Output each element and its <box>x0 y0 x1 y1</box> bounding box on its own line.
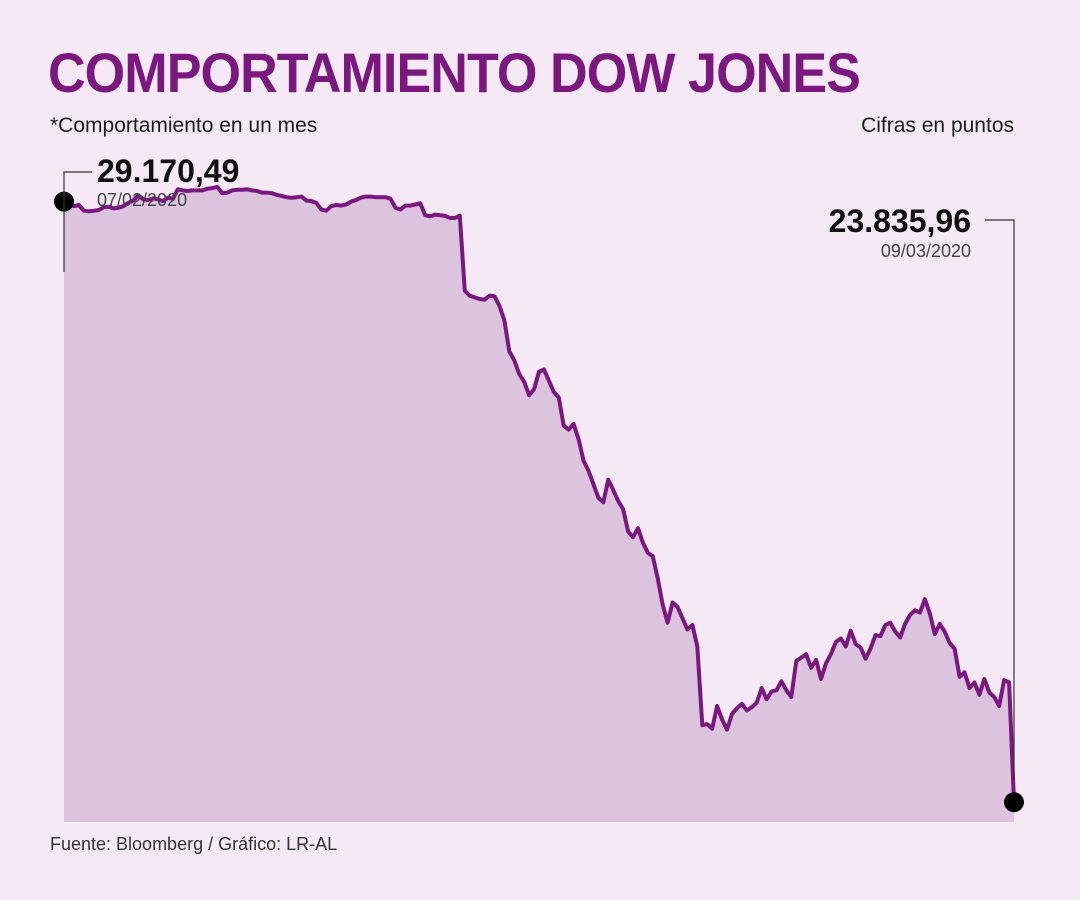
source-note: Fuente: Bloomberg / Gráfico: LR-AL <box>50 834 338 854</box>
series-line <box>63 185 1016 803</box>
end-value-label: 23.835,96 <box>829 203 971 239</box>
end-point-marker <box>1004 792 1024 813</box>
start-date-label: 07/02/2020 <box>97 190 187 210</box>
units-label: Cifras en puntos <box>861 114 1014 137</box>
start-value-label: 29.170,49 <box>97 153 239 189</box>
area-fill <box>64 187 1014 822</box>
chart-subtitle: *Comportamiento en un mes <box>50 114 318 137</box>
chart-title: COMPORTAMIENTO DOW JONES <box>48 41 861 104</box>
end-date-label: 09/03/2020 <box>881 241 971 261</box>
start-leader-line <box>63 171 92 272</box>
end-leader-line <box>985 219 1015 780</box>
